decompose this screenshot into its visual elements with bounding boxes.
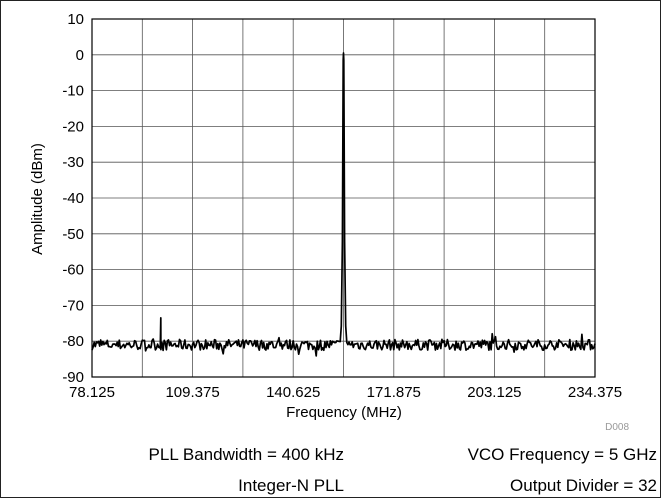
x-tick-label: 109.375: [165, 384, 219, 401]
note-output-divider: Output Divider = 32: [510, 476, 657, 495]
spectrum-trace: [91, 52, 596, 357]
x-tick-labels: 78.125 109.375 140.625 171.875 203.125 234.37…: [69, 384, 622, 401]
x-tick-label: 171.875: [367, 384, 421, 401]
y-tick-label: -60: [62, 262, 84, 279]
note-integer-n: Integer-N PLL: [238, 476, 344, 495]
x-axis-label: Frequency (MHz): [286, 404, 402, 421]
y-tick-label: -20: [62, 118, 84, 135]
y-tick-label: -80: [62, 333, 84, 350]
y-tick-label: -70: [62, 297, 84, 314]
y-tick-label: 10: [67, 11, 84, 28]
x-tick-label: 78.125: [69, 384, 115, 401]
y-tick-label: 0: [76, 47, 84, 64]
x-tick-label: 234.375: [568, 384, 622, 401]
plot-frame: [91, 18, 596, 378]
figure-code: D008: [605, 422, 629, 433]
y-axis-label: Amplitude (dBm): [29, 143, 46, 255]
y-tick-labels: 10 0 -10 -20 -30 -40 -50 -60 -70 -80 -90: [62, 11, 84, 386]
y-tick-label: -50: [62, 226, 84, 243]
note-pll-bandwidth: PLL Bandwidth = 400 kHz: [149, 445, 344, 464]
x-tick-label: 140.625: [266, 384, 320, 401]
note-vco-frequency: VCO Frequency = 5 GHz: [468, 445, 657, 464]
y-tick-label: -10: [62, 83, 84, 100]
y-tick-label: -30: [62, 154, 84, 171]
x-tick-label: 203.125: [467, 384, 521, 401]
y-tick-label: -40: [62, 190, 84, 207]
y-tick-label: -90: [62, 369, 84, 386]
series-layer: [91, 52, 596, 357]
